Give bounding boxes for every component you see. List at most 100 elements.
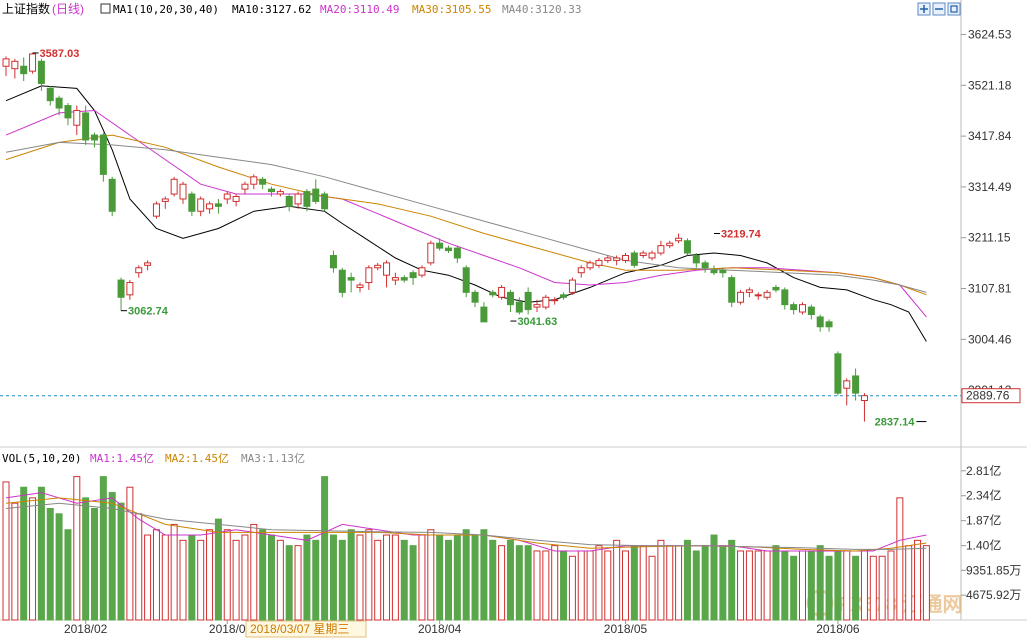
volume-bar xyxy=(73,476,81,621)
price-tick-label: 3004.46 xyxy=(968,332,1012,346)
candle-body xyxy=(560,294,568,298)
volume-bar xyxy=(144,534,152,621)
candle-body xyxy=(622,254,629,261)
volume-bar xyxy=(542,550,550,621)
volume-bar xyxy=(418,534,426,621)
volume-bar xyxy=(152,529,160,621)
price-tick-label: 3314.49 xyxy=(968,180,1012,194)
candle-body xyxy=(427,242,435,264)
annotation-label: 3041.63 xyxy=(517,316,557,328)
volume-bar xyxy=(648,555,656,621)
volume-bar xyxy=(445,539,452,621)
candle-body xyxy=(551,299,559,302)
volume-bar xyxy=(20,486,28,621)
annotation-label: 2837.14 xyxy=(875,417,916,429)
candle-body xyxy=(763,291,771,298)
candle-body xyxy=(312,188,320,202)
candle-body xyxy=(108,178,116,212)
cursor-date-box: 2018/03/07 星期三 xyxy=(245,620,367,638)
candle-body xyxy=(374,264,382,269)
candle-body xyxy=(20,65,28,75)
candle-body xyxy=(2,58,10,67)
volume-bar xyxy=(55,513,63,621)
volume-bar xyxy=(188,534,196,621)
volume-bar xyxy=(170,523,178,621)
current-price-box xyxy=(961,388,1021,404)
price-annotations: 3587.03 3062.74 3041.63 3219.74 2837.14 xyxy=(32,48,927,429)
vol-ma1-readout: MA1:1.45亿 xyxy=(90,452,154,465)
candle-body xyxy=(613,257,621,261)
volume-bar xyxy=(692,550,700,621)
vma20-line xyxy=(5,502,927,550)
volume-bar xyxy=(515,545,523,621)
candle-body xyxy=(515,301,523,313)
volume-bar xyxy=(754,550,762,621)
candle-body xyxy=(604,257,612,261)
volume-bar xyxy=(807,550,815,621)
candle-body xyxy=(170,178,178,195)
candle-body xyxy=(445,247,452,252)
candle-body xyxy=(657,245,665,254)
maximize-icon[interactable] xyxy=(947,2,961,16)
candle-body xyxy=(462,267,470,293)
zoom-out-icon[interactable] xyxy=(932,2,946,16)
candle-body xyxy=(347,277,355,281)
zoom-in-icon[interactable] xyxy=(917,2,931,16)
candle-body xyxy=(321,193,329,210)
candle-body xyxy=(250,176,258,185)
candle-body xyxy=(99,134,107,175)
candle-body xyxy=(568,279,576,293)
volume-bar xyxy=(179,539,187,621)
vol-ma3-readout: MA3:1.13亿 xyxy=(241,452,305,465)
volume-bar xyxy=(869,555,877,621)
candle-body xyxy=(276,191,284,195)
volume-bar xyxy=(241,534,249,621)
volume-bar xyxy=(462,529,470,621)
candle-body xyxy=(91,134,98,141)
volume-bar xyxy=(675,545,683,621)
candle-body xyxy=(29,53,37,72)
volume-bar xyxy=(852,555,860,621)
volume-bar xyxy=(91,507,98,621)
volume-bar xyxy=(710,534,718,621)
volume-bar xyxy=(329,534,337,621)
candle-body xyxy=(790,304,798,311)
volume-title: VOL(5,10,20) xyxy=(2,452,81,465)
candle-body xyxy=(453,247,461,259)
volume-bar xyxy=(799,550,806,621)
volume-bar xyxy=(745,550,753,621)
candle-body xyxy=(365,267,373,284)
volume-header: VOL(5,10,20) MA1:1.45亿 MA2:1.45亿 MA3:1.1… xyxy=(2,452,305,465)
volume-bar xyxy=(365,529,373,621)
volume-bar xyxy=(108,492,116,621)
period-label[interactable]: (日线) xyxy=(52,2,84,16)
indicator-toggle-icon[interactable] xyxy=(100,3,111,14)
volume-bar xyxy=(595,545,603,621)
volume-bar xyxy=(29,497,37,621)
volume-bar xyxy=(604,550,612,621)
candle-body xyxy=(356,284,364,288)
candle-body xyxy=(533,304,541,308)
ma10-readout: MA10:3127.62 xyxy=(232,3,311,16)
ma30-readout: MA30:3105.55 xyxy=(412,3,491,16)
candle-body xyxy=(241,183,249,190)
candle-body xyxy=(524,291,532,311)
volume-bar xyxy=(480,529,488,621)
volume-bar xyxy=(2,481,10,621)
volume-bar xyxy=(551,545,559,621)
candle-body xyxy=(409,272,417,279)
candle-body xyxy=(144,262,152,266)
candle-body xyxy=(542,296,550,308)
candle-body xyxy=(400,277,408,281)
volume-bar xyxy=(427,529,435,621)
candle-body xyxy=(816,316,824,328)
price-axis: 3624.53 3521.18 3417.84 3314.49 3211.15 3107.… xyxy=(961,28,1021,404)
toolbar xyxy=(917,2,961,16)
candle-body xyxy=(303,191,311,207)
volume-tick-label: 9351.85万 xyxy=(966,563,1021,577)
candle-body xyxy=(188,193,196,212)
candle-body xyxy=(675,237,683,242)
candle-body xyxy=(666,242,674,247)
volume-bar xyxy=(223,529,231,621)
